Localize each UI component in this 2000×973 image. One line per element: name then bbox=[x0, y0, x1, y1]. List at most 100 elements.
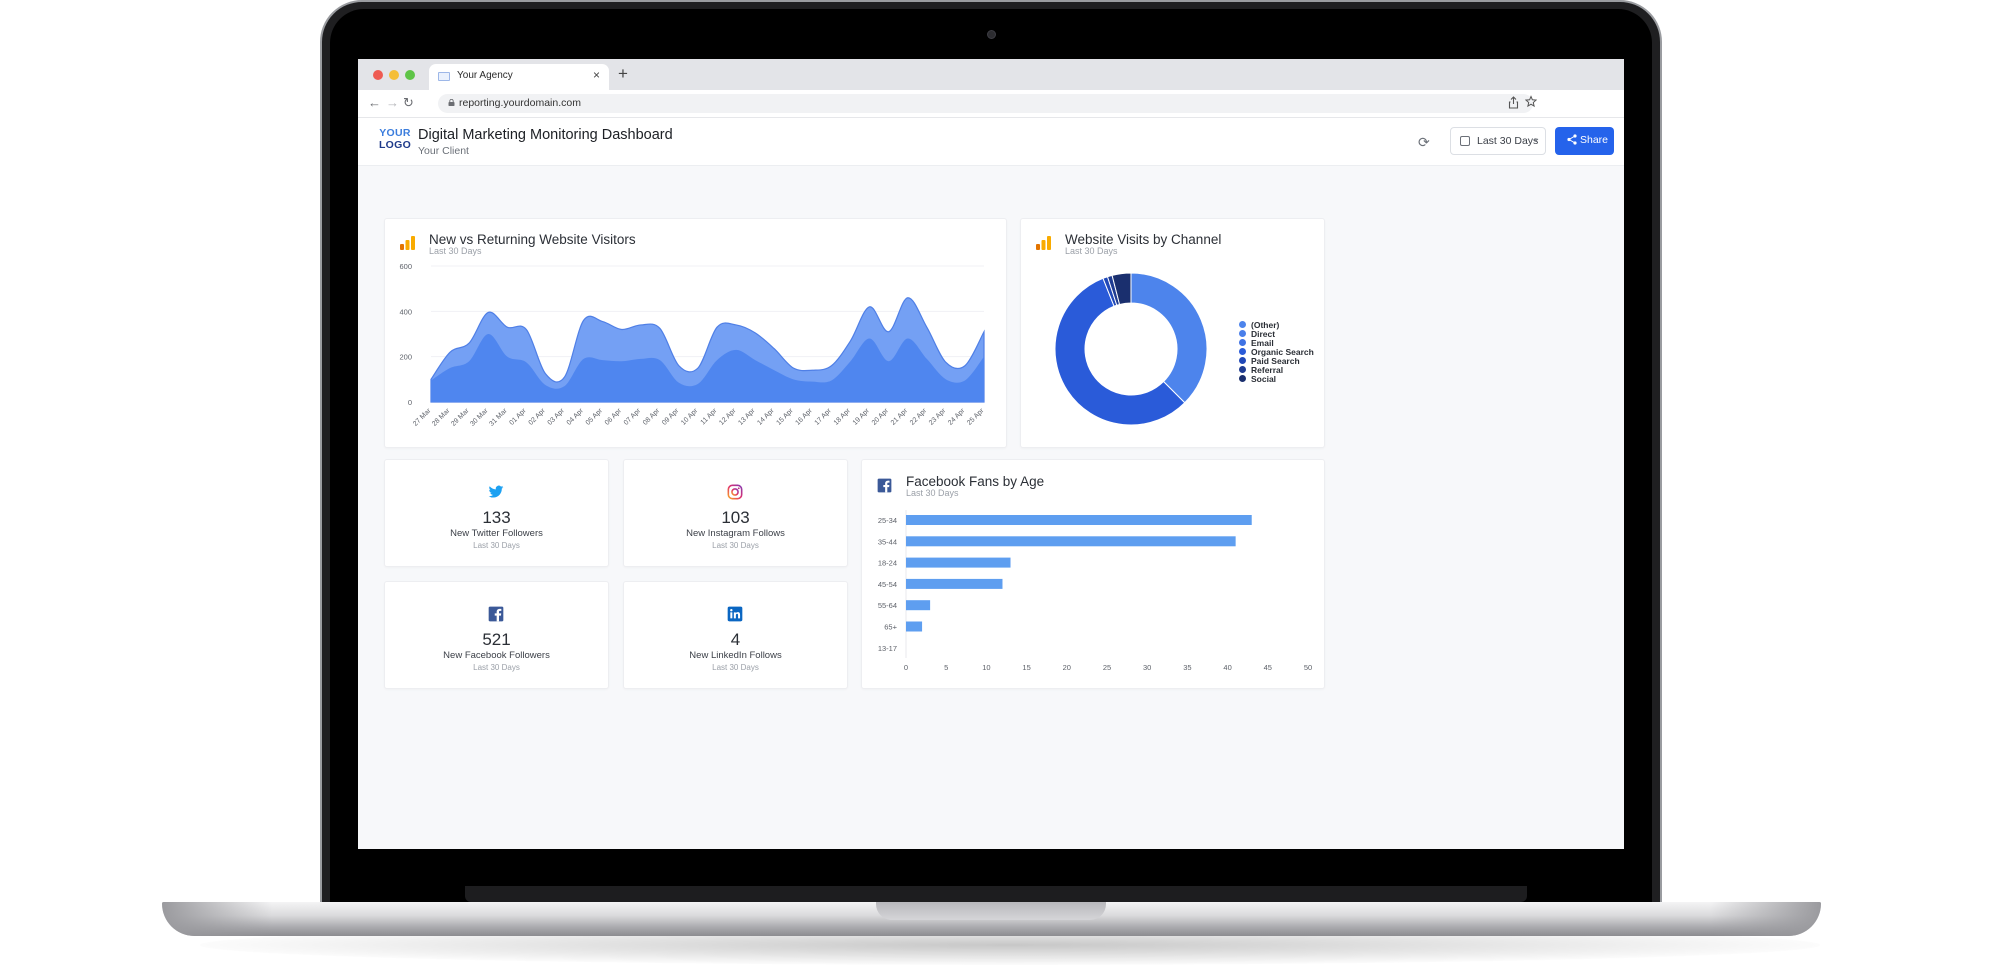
bar-category-label: 13-17 bbox=[878, 644, 897, 653]
legend-item[interactable]: Paid Search bbox=[1239, 356, 1300, 366]
x-tick-label: 50 bbox=[1304, 663, 1312, 672]
linkedin-icon bbox=[727, 606, 743, 622]
twitter-followers-label: New Twitter Followers bbox=[450, 528, 543, 539]
laptop-notch bbox=[876, 902, 1106, 920]
x-tick-label: 30 bbox=[1143, 663, 1151, 672]
window-minimize-button[interactable] bbox=[389, 70, 399, 80]
x-tick-label: 17 Apr bbox=[814, 407, 834, 427]
fans-bar-chart: 25-34 35-44 18-24 45-54 55-64 65+ 13-17 0 5 10 15 2… bbox=[878, 510, 1312, 672]
donut-slice-organic-search bbox=[1054, 277, 1186, 426]
back-icon[interactable]: ← bbox=[368, 95, 381, 110]
forward-icon[interactable]: → bbox=[386, 95, 399, 110]
linkedin-period: Last 30 Days bbox=[712, 663, 759, 672]
channels-chart-title: Website Visits by Channel bbox=[1065, 232, 1222, 247]
bar-category-label: 18-24 bbox=[878, 559, 897, 568]
x-tick-label: 29 Mar bbox=[450, 407, 471, 428]
x-tick-label: 31 Mar bbox=[488, 407, 509, 428]
x-tick-label: 20 Apr bbox=[871, 407, 891, 427]
refresh-icon[interactable]: ⟳ bbox=[1418, 134, 1430, 150]
fans-by-age-card: Facebook Fans by Age Last 30 Days 25-34 3… bbox=[861, 459, 1325, 689]
webcam bbox=[987, 30, 996, 39]
x-tick-label: 15 Apr bbox=[775, 407, 795, 427]
fans-chart-subtitle: Last 30 Days bbox=[906, 488, 959, 498]
x-tick-label: 09 Apr bbox=[661, 407, 681, 427]
facebook-followers-value: 521 bbox=[482, 630, 511, 649]
tab-close-icon[interactable]: × bbox=[592, 68, 600, 82]
legend-item[interactable]: Organic Search bbox=[1239, 347, 1314, 357]
instagram-follows-label: New Instagram Follows bbox=[686, 528, 785, 539]
browser-tab-bar: Your Agency × + bbox=[358, 59, 1624, 90]
legend-item[interactable]: Referral bbox=[1239, 365, 1283, 375]
x-tick-label: 10 Apr bbox=[680, 407, 700, 427]
fans-chart-title: Facebook Fans by Age bbox=[906, 474, 1045, 489]
address-bar[interactable]: reporting.yourdomain.com bbox=[438, 94, 1537, 113]
facebook-kpi-card: 521 New Facebook Followers Last 30 Days bbox=[384, 581, 609, 689]
visitors-chart-card: New vs Returning Website Visitors Last 3… bbox=[384, 218, 1007, 448]
legend-item[interactable]: Email bbox=[1239, 338, 1274, 348]
share-label: Share bbox=[1580, 134, 1609, 146]
legend-label: Referral bbox=[1251, 365, 1284, 375]
x-tick-label: 21 Apr bbox=[890, 407, 910, 427]
legend-item[interactable]: (Other) bbox=[1239, 320, 1279, 330]
bookmark-star-icon[interactable] bbox=[1525, 95, 1537, 108]
legend-item[interactable]: Direct bbox=[1239, 329, 1275, 339]
twitter-followers-value: 133 bbox=[482, 508, 511, 527]
bar-18-24 bbox=[906, 557, 1011, 568]
logo-line-2: LOGO bbox=[378, 139, 412, 151]
bar-category-label: 45-54 bbox=[878, 580, 897, 589]
x-tick-label: 30 Mar bbox=[469, 407, 490, 428]
legend-swatch bbox=[1239, 375, 1246, 382]
legend-swatch bbox=[1239, 348, 1246, 355]
laptop-base-edge-left bbox=[162, 902, 272, 936]
lock-icon bbox=[448, 99, 455, 106]
agency-logo: YOUR LOGO bbox=[378, 127, 412, 151]
legend-label: Email bbox=[1251, 338, 1274, 348]
x-tick-label: 08 Apr bbox=[642, 407, 662, 427]
url-text: reporting.yourdomain.com bbox=[459, 97, 581, 109]
laptop-base-edge-right bbox=[1711, 902, 1821, 936]
twitter-period: Last 30 Days bbox=[473, 541, 520, 550]
y-tick-label: 400 bbox=[399, 307, 412, 316]
legend-swatch bbox=[1239, 339, 1246, 346]
y-tick-label: 600 bbox=[399, 262, 412, 271]
share-button[interactable]: Share bbox=[1555, 127, 1614, 155]
bar-45-54 bbox=[906, 578, 1003, 589]
google-analytics-icon bbox=[400, 236, 415, 250]
window-close-button[interactable] bbox=[373, 70, 383, 80]
laptop-hinge bbox=[465, 886, 1527, 902]
reload-icon[interactable]: ↻ bbox=[403, 95, 414, 110]
x-tick-label: 27 Mar bbox=[412, 407, 433, 428]
window-maximize-button[interactable] bbox=[405, 70, 415, 80]
google-analytics-icon bbox=[1036, 236, 1051, 250]
instagram-kpi-card: 103 New Instagram Follows Last 30 Days bbox=[623, 459, 848, 567]
legend-item[interactable]: Social bbox=[1239, 374, 1276, 384]
legend-swatch bbox=[1239, 366, 1246, 373]
x-tick-label: 28 Mar bbox=[431, 407, 452, 428]
date-range-select[interactable]: Last 30 Days ⌄ bbox=[1450, 127, 1546, 155]
x-tick-label: 25 Apr bbox=[966, 407, 986, 427]
browser-toolbar: ← → ↻ reporting.yourdomain.com bbox=[358, 90, 1624, 118]
favicon-icon bbox=[438, 72, 450, 81]
chevron-down-icon: ⌄ bbox=[1532, 133, 1541, 144]
channels-chart-card: Website Visits by Channel Last 30 Days (… bbox=[1020, 218, 1325, 448]
x-tick-label: 07 Apr bbox=[623, 407, 643, 427]
x-tick-label: 22 Apr bbox=[909, 407, 929, 427]
legend-label: Direct bbox=[1251, 329, 1276, 339]
x-tick-label: 03 Apr bbox=[547, 407, 567, 427]
x-tick-label: 12 Apr bbox=[718, 407, 738, 427]
share-page-icon[interactable] bbox=[1508, 96, 1519, 109]
legend-label: Organic Search bbox=[1251, 347, 1314, 357]
x-tick-label: 01 Apr bbox=[508, 407, 528, 427]
browser-tab[interactable]: Your Agency × bbox=[429, 64, 609, 90]
legend-swatch bbox=[1239, 321, 1246, 328]
new-tab-button[interactable]: + bbox=[618, 64, 628, 83]
instagram-follows-value: 103 bbox=[721, 508, 750, 527]
screen: Your Agency × + ← → ↻ reporting.yourdoma… bbox=[358, 59, 1624, 849]
x-tick-label: 10 bbox=[982, 663, 990, 672]
bar-category-label: 25-34 bbox=[878, 516, 897, 525]
x-tick-label: 05 Apr bbox=[585, 407, 605, 427]
x-tick-label: 40 bbox=[1223, 663, 1231, 672]
legend-swatch bbox=[1239, 357, 1246, 364]
x-tick-label: 13 Apr bbox=[737, 407, 757, 427]
